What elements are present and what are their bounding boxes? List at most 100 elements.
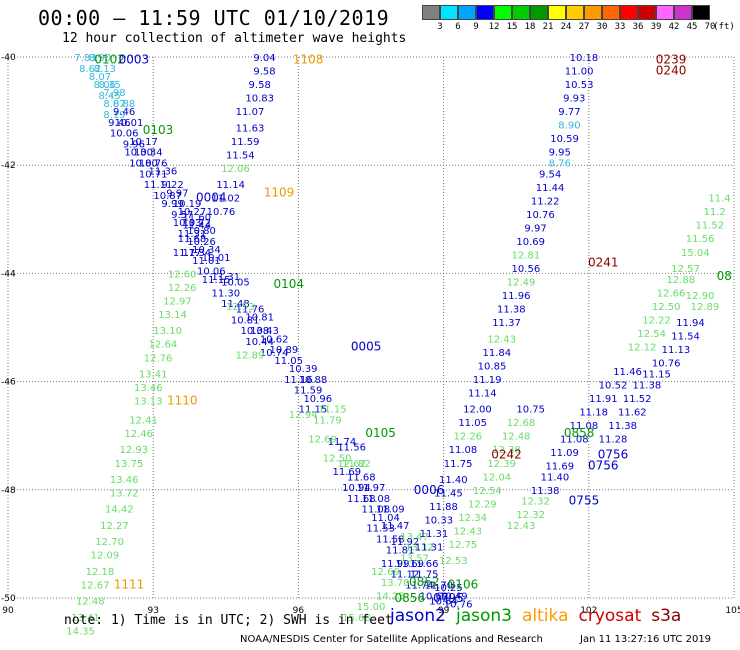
wave-height-value: 11.37 bbox=[492, 318, 521, 329]
wave-height-value: 13.46 bbox=[134, 383, 163, 394]
wave-height-value: 8.07 bbox=[103, 99, 125, 110]
color-swatch-label: 45 bbox=[686, 22, 698, 32]
color-swatch bbox=[656, 5, 674, 20]
lat-tick-label: -46 bbox=[1, 378, 16, 388]
wave-height-value: 11.28 bbox=[599, 434, 628, 445]
page-title: 00:00 – 11:59 UTC 01/10/2019 bbox=[38, 6, 390, 30]
wave-height-value: 9.77 bbox=[558, 107, 580, 118]
pass-time-label: 0858 bbox=[564, 426, 595, 440]
wave-height-value: 11.74 bbox=[328, 437, 357, 448]
pass-time-label: 0240 bbox=[656, 64, 687, 78]
wave-height-value: 8.62 bbox=[79, 64, 101, 75]
wave-height-value: 9.96 bbox=[123, 140, 145, 151]
wave-height-value: 11.52 bbox=[623, 394, 652, 405]
wave-height-value: 13.72 bbox=[110, 489, 139, 500]
wave-height-value: 8.90 bbox=[89, 53, 111, 64]
wave-height-value: 12.60 bbox=[168, 269, 197, 280]
wave-height-value: 11.62 bbox=[618, 407, 647, 418]
wave-height-value: 12.90 bbox=[686, 291, 715, 302]
lat-tick-label: -44 bbox=[1, 269, 16, 279]
wave-height-value: 12.69 bbox=[371, 567, 400, 578]
pass-time-label: 0756 bbox=[588, 458, 619, 472]
wave-height-value: 7.83 bbox=[74, 53, 96, 64]
wave-height-value: 9.97 bbox=[166, 188, 188, 199]
wave-height-value: 10.76 bbox=[207, 207, 236, 218]
wave-height-value: 12.54 bbox=[637, 329, 666, 340]
wave-height-value: 11.75 bbox=[444, 459, 473, 470]
wave-height-value: 12.76 bbox=[144, 353, 173, 364]
wave-height-value: 10.89 bbox=[270, 345, 299, 356]
wave-height-value: 11.15 bbox=[318, 405, 347, 416]
wave-height-value: 11.02 bbox=[211, 194, 240, 205]
wave-height-value: 11.75 bbox=[410, 570, 439, 581]
wave-height-value: 11.68 bbox=[178, 234, 207, 245]
wave-height-value: 9.58 bbox=[249, 80, 271, 91]
wave-height-value: 10.05 bbox=[221, 278, 250, 289]
wave-height-value: 10.17 bbox=[129, 137, 158, 148]
color-swatch-label: 18 bbox=[524, 22, 536, 32]
wave-height-value: 9.99 bbox=[161, 199, 183, 210]
wave-height-value: 12.48 bbox=[502, 432, 531, 443]
color-swatch bbox=[458, 5, 476, 20]
wave-height-value: 11.22 bbox=[531, 196, 560, 207]
wave-height-value: 11.08 bbox=[362, 505, 391, 516]
wave-height-value: 12.57 bbox=[671, 264, 700, 275]
wave-height-value: 11.68 bbox=[347, 472, 376, 483]
wave-height-value: 11.54 bbox=[671, 332, 700, 343]
wave-height-value: 11.05 bbox=[274, 356, 303, 367]
pass-time-label: 0241 bbox=[588, 256, 619, 270]
wave-height-value: 12.69 bbox=[308, 434, 337, 445]
color-swatch bbox=[530, 5, 548, 20]
wave-height-value: 10.06 bbox=[197, 267, 226, 278]
wave-height-value: 10.49 bbox=[439, 591, 468, 602]
wave-height-value: 10.38 bbox=[241, 326, 270, 337]
wave-height-value: 13.70 bbox=[381, 578, 410, 589]
wave-height-value: 12.62 bbox=[337, 459, 366, 470]
wave-height-value: 8.76 bbox=[549, 158, 571, 169]
wave-height-value: 11.82 bbox=[342, 459, 371, 470]
lat-tick-label: -42 bbox=[1, 161, 16, 171]
wave-height-value: 13.57 bbox=[400, 553, 429, 564]
wave-height-value: 9.46 bbox=[108, 118, 130, 129]
color-swatch bbox=[476, 5, 494, 20]
wave-height-value: 11.69 bbox=[395, 559, 424, 570]
wave-height-value: 12.53 bbox=[439, 556, 468, 567]
wave-height-value: 11.52 bbox=[695, 221, 724, 232]
wave-height-value: 9.54 bbox=[539, 169, 561, 180]
wave-height-value: 12.66 bbox=[657, 288, 686, 299]
wave-height-value: 12.75 bbox=[449, 540, 478, 551]
wave-height-value: 13.75 bbox=[115, 459, 144, 470]
wave-height-value: 11.15 bbox=[642, 369, 671, 380]
wave-height-value: 10.83 bbox=[245, 94, 274, 105]
wave-height-value: 12.12 bbox=[628, 342, 657, 353]
color-swatch-label: 27 bbox=[578, 22, 590, 32]
wave-height-value: 11.18 bbox=[579, 407, 608, 418]
wave-height-value: 13.41 bbox=[71, 613, 100, 624]
wave-height-value: 11.91 bbox=[589, 394, 618, 405]
wave-height-value: 10.39 bbox=[289, 364, 318, 375]
pass-time-label: 1109 bbox=[264, 185, 295, 199]
wave-height-value: 12.00 bbox=[463, 405, 492, 416]
wave-height-value: 11.84 bbox=[483, 348, 512, 359]
wave-height-value: 15.00 bbox=[357, 602, 386, 613]
lat-tick-label: -50 bbox=[1, 594, 16, 604]
wave-height-value: 12.49 bbox=[507, 278, 536, 289]
wave-height-value: 11.30 bbox=[211, 288, 240, 299]
pass-time-label: 1110 bbox=[167, 394, 198, 408]
wave-height-value: 8.19 bbox=[103, 110, 125, 121]
wave-height-value: 11.44 bbox=[182, 221, 211, 232]
pass-time-label: 0106 bbox=[448, 577, 479, 591]
wave-height-value: 12.41 bbox=[129, 415, 158, 426]
wave-height-value: 11.46 bbox=[613, 367, 642, 378]
wave-height-value: 11.16 bbox=[284, 375, 313, 386]
wave-height-value: 10.01 bbox=[115, 118, 144, 129]
wave-height-value: 11.01 bbox=[192, 256, 221, 267]
pass-time-label: 0795 bbox=[433, 591, 464, 605]
lon-tick-label: 99 bbox=[438, 606, 450, 616]
pass-time-label: 0103 bbox=[143, 123, 174, 137]
wave-height-value: 12.68 bbox=[507, 418, 536, 429]
wave-height-value: 14.42 bbox=[105, 505, 134, 516]
color-swatch bbox=[422, 5, 440, 20]
wave-height-value: 12.67 bbox=[81, 580, 110, 591]
wave-height-value: 12.89 bbox=[236, 351, 265, 362]
